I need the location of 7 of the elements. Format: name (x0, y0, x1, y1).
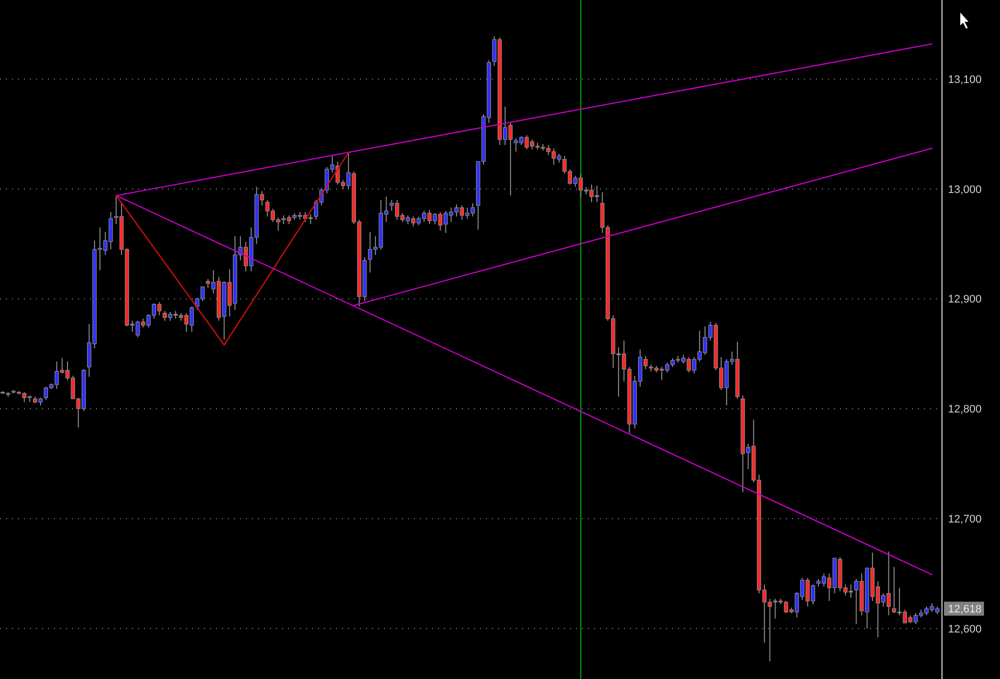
y-tick-label: 12,800 (948, 404, 982, 416)
y-tick-label: 12,600 (948, 623, 982, 636)
y-tick-label: 12,900 (948, 294, 982, 306)
y-tick-label: 13,000 (948, 184, 982, 196)
text: 12,618 (948, 604, 982, 616)
y-tick-label: 13,100 (948, 74, 982, 86)
y-tick-label: 12,700 (948, 513, 982, 526)
